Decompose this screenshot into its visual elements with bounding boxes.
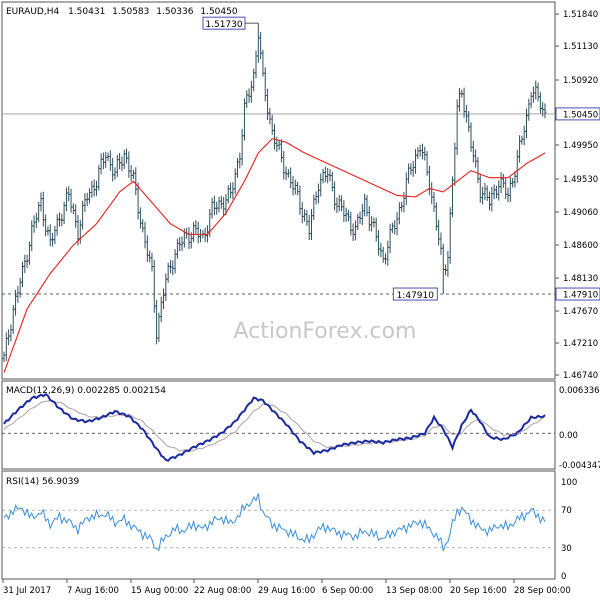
- price-tick-label: 1.49060: [563, 208, 598, 218]
- x-tick-label: 13 Sep 08:00: [386, 586, 443, 596]
- close-value: 1.50450: [200, 7, 237, 17]
- x-tick-label: 15 Aug 00:00: [131, 586, 188, 596]
- rsi-tick-label: 70: [561, 506, 572, 516]
- trough-annotation: 1:47910: [397, 291, 435, 301]
- peak-annotation: 1.51730: [205, 20, 242, 30]
- support-price-box: [555, 287, 600, 301]
- price-tick-label: 1.49950: [563, 141, 598, 151]
- price-tick-label: 1.49530: [563, 175, 598, 185]
- current-price-box: [555, 107, 600, 121]
- axis-layer: 1.51840 1.51130 1.50920 1.49950 1.49530 1.490…: [2, 10, 600, 596]
- macd-tick-label: 0.00: [559, 431, 578, 441]
- rsi-tick-label: 0: [561, 572, 566, 582]
- x-tick-label: 28 Sep 00:00: [514, 586, 571, 596]
- x-tick-label: 7 Aug 16:00: [67, 586, 119, 596]
- rsi-tick-label: 30: [561, 544, 572, 554]
- ohlc-bar: [543, 103, 547, 119]
- x-tick-label: 31 Jul 2017: [3, 586, 51, 596]
- price-tick-label: 1.46740: [563, 371, 598, 381]
- open-value: 1.50431: [68, 7, 105, 17]
- x-tick-label: 20 Sep 16:00: [450, 586, 507, 596]
- moving-average-line: [3, 138, 546, 373]
- chart-header: EURAUD,H4 1.50431 1.50583 1.50336 1.5045…: [6, 7, 238, 17]
- rsi-label: RSI(14) 56.9039: [6, 477, 79, 487]
- price-layer: 1.51730 1:47910: [2, 16, 555, 373]
- macd-tick-label: -0.004347: [559, 461, 600, 471]
- macd-tick-label: 0.006336: [559, 386, 600, 396]
- price-tick-label: 1.50920: [563, 76, 598, 86]
- trough-annotation-box: [392, 287, 438, 301]
- support-price-label: 1.47910: [563, 291, 598, 301]
- macd-line: [3, 392, 546, 462]
- low-value: 1.50336: [156, 7, 193, 17]
- x-tick-label: 22 Aug 08:00: [194, 586, 251, 596]
- price-tick-label: 1.47670: [563, 307, 598, 317]
- x-tick-label: 29 Aug 16:00: [258, 586, 315, 596]
- macd-layer: [2, 392, 555, 462]
- symbol-label: EURAUD,H4: [6, 7, 59, 17]
- price-tick-label: 1.47210: [563, 339, 598, 349]
- rsi-line: [3, 493, 546, 552]
- current-price-label: 1.50450: [563, 110, 598, 120]
- high-value: 1.50583: [112, 7, 149, 17]
- price-tick-label: 1.48600: [563, 241, 598, 251]
- rsi-tick-label: 100: [561, 478, 577, 488]
- peak-annotation-box: [202, 16, 246, 30]
- price-tick-label: 1.51130: [563, 42, 598, 52]
- x-tick-label: 6 Sep 00:00: [322, 586, 373, 596]
- macd-panel: [1, 380, 556, 470]
- macd-label: MACD(12,26,9) 0.002285 0.002154: [6, 386, 166, 396]
- macd-signal-line: [3, 400, 546, 452]
- rsi-layer: [2, 493, 555, 552]
- price-tick-label: 1.51840: [563, 10, 598, 20]
- watermark: ActionForex.com: [234, 319, 417, 344]
- price-tick-label: 1.48130: [563, 274, 598, 284]
